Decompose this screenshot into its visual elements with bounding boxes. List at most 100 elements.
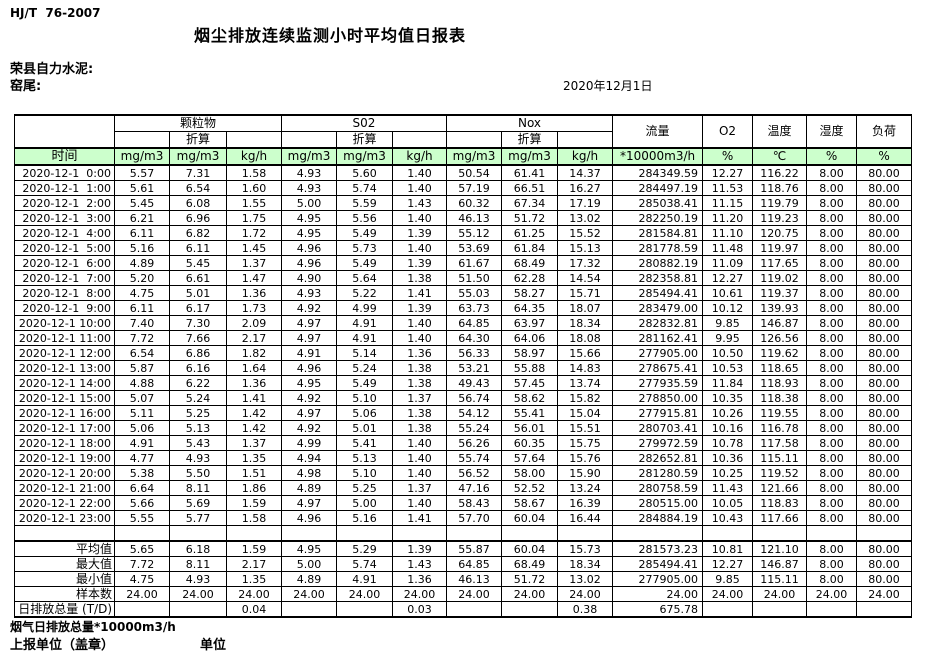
pm-rate-value: 1.47 [226,270,282,286]
nox-rate-value: 16.39 [556,495,614,511]
temperature-value: 115.11 [752,450,808,466]
temperature-value: 117.65 [752,255,808,271]
temperature-value: 119.52 [752,465,808,481]
flow-value: 285494.41 [612,285,704,301]
humidity-value: 8.00 [806,540,858,557]
pm-value: 5.57 [114,164,170,181]
o2-value: 24.00 [702,586,754,602]
summary-row: 日排放总量 (T/D) 0.04 0.03 0.38 675.78 [14,601,913,618]
so2-rate-value: 1.39 [392,540,447,557]
table-row: 2020-12-1 9:00 6.11 6.17 1.73 4.92 4.99 … [14,300,913,316]
so2-rate-value: 1.38 [392,375,447,391]
o2-value [702,601,754,618]
nox-value: 49.43 [446,375,502,391]
humidity-value: 8.00 [806,270,858,286]
flow-value: 281280.59 [612,465,704,481]
table-row: 2020-12-1 11:00 7.72 7.66 2.17 4.97 4.91… [14,330,913,346]
humidity-value: 8.00 [806,255,858,271]
so2-rate-value: 1.40 [392,465,447,481]
temperature-value: 118.93 [752,375,808,391]
temperature-value: 119.79 [752,195,808,211]
nox-converted-value: 63.97 [501,315,558,331]
so2-rate-value: 1.40 [392,164,447,181]
flow-value: 675.78 [612,601,704,618]
table-row: 2020-12-1 20:00 5.38 5.50 1.51 4.98 5.10… [14,465,913,481]
nox-value: 46.13 [446,210,502,226]
so2-value: 4.97 [281,315,337,331]
summary-row: 最大值 7.72 8.11 2.17 5.00 5.74 1.43 64.85 … [14,556,913,572]
summary-body: 平均值 5.65 6.18 1.59 4.95 5.29 1.39 55.87 … [14,540,913,618]
pm-rate-value: 1.75 [226,210,282,226]
so2-converted-value: 4.91 [336,315,393,331]
temperature-value: 119.37 [752,285,808,301]
reporting-unit-label: 上报单位（盖章） [10,638,115,653]
so2-rate-value: 1.43 [392,195,447,211]
so2-converted-value: 5.60 [336,164,393,181]
so2-rate-value: 1.43 [392,556,447,572]
flow-value: 281584.81 [612,225,704,241]
nox-value: 57.19 [446,180,502,196]
monitor-location: 窑尾: [10,79,42,94]
humidity-value [806,601,858,618]
unit-header-row: 时间 mg/m3 mg/m3 kg/h mg/m3 mg/m3 kg/h mg/… [14,147,913,166]
o2-value: 10.16 [702,420,754,436]
so2-value: 5.00 [281,556,337,572]
so2-rate-value: 1.38 [392,405,447,421]
o2-value: 11.48 [702,240,754,256]
so2-converted-value: 5.14 [336,345,393,361]
so2-value: 4.97 [281,495,337,511]
so2-rate-value: 1.40 [392,435,447,451]
temperature-value [752,601,808,618]
nox-converted-value: 55.88 [501,360,558,376]
pm-converted-value: 5.43 [169,435,227,451]
so2-converted-value: 5.10 [336,390,393,406]
pm-rate-value: 1.51 [226,465,282,481]
pm-converted-value: 6.96 [169,210,227,226]
temperature-value: 24.00 [752,586,808,602]
time-cell: 2020-12-1 0:00 [14,164,115,181]
flow-value: 285038.41 [612,195,704,211]
summary-label: 最小值 [14,571,115,587]
nox-converted-value: 60.35 [501,435,558,451]
so2-converted-value: 4.91 [336,330,393,346]
nox-converted-value: 51.72 [501,210,558,226]
so2-rate-value: 0.03 [392,601,447,618]
nox-converted-value: 57.45 [501,375,558,391]
pm-converted-value: 5.25 [169,405,227,421]
so2-converted-value: 5.06 [336,405,393,421]
time-cell: 2020-12-1 9:00 [14,300,115,316]
nox-converted-value: 68.49 [501,255,558,271]
flow-value: 278675.41 [612,360,704,376]
so2-value: 4.89 [281,571,337,587]
time-cell: 2020-12-1 12:00 [14,345,115,361]
so2-value [281,601,337,618]
so2-rate-value: 1.40 [392,495,447,511]
header-rows: 颗粒物 S02 Nox 流量 O2 温度 湿度 负荷 折算 折算 折算 时间 m… [14,114,913,166]
so2-value: 4.94 [281,450,337,466]
nox-converted-value: 58.62 [501,390,558,406]
time-cell: 2020-12-1 6:00 [14,255,115,271]
pm-value: 6.11 [114,300,170,316]
humidity-value: 8.00 [806,300,858,316]
header-humidity: 湿度 [806,114,858,149]
summary-label: 最大值 [14,556,115,572]
table-row: 2020-12-1 17:00 5.06 5.13 1.42 4.92 5.01… [14,420,913,436]
flow-value: 281778.59 [612,240,704,256]
so2-converted: 折算 [336,131,393,149]
humidity-value: 8.00 [806,495,858,511]
temperature-value: 118.76 [752,180,808,196]
nox-sub-blank [446,131,502,149]
pm-value: 5.61 [114,180,170,196]
so2-rate-value: 1.36 [392,571,447,587]
so2-converted-value: 5.49 [336,225,393,241]
nox-rate-value: 17.32 [556,255,614,271]
nox-rate-value: 18.07 [556,300,614,316]
o2-value: 10.81 [702,540,754,557]
temperature-value: 118.38 [752,390,808,406]
o2-value: 10.35 [702,390,754,406]
nox-converted-value: 51.72 [501,571,558,587]
o2-value: 12.27 [702,164,754,181]
flow-value: 283479.00 [612,300,704,316]
pm-sub-blank2 [226,131,282,149]
pm-value: 4.75 [114,571,170,587]
